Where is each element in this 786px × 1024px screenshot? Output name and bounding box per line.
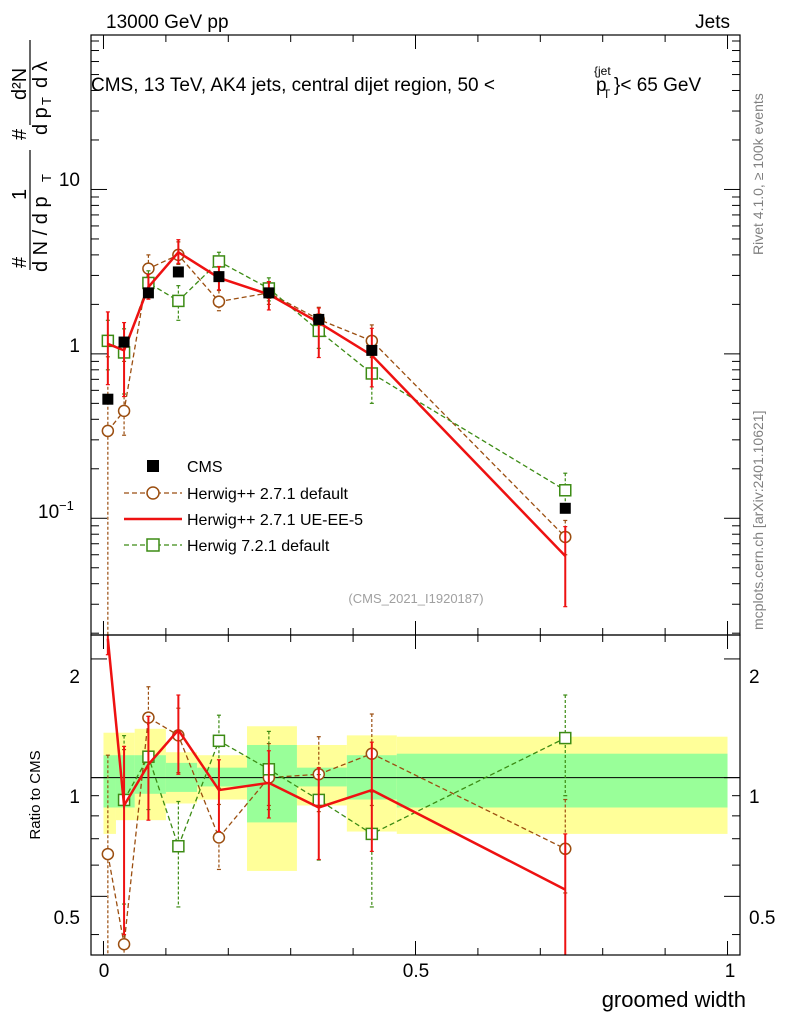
main-point-cms-5 [263,287,275,299]
ratio-band-inner-0 [103,755,116,808]
ratio-point-herwig7-3 [172,839,185,853]
legend-herwig7-label: Herwig 7.2.1 default [187,538,330,555]
rivet-label: Rivet 4.1.0, ≥ 100k events [750,93,766,255]
title-p: p [596,75,607,96]
title-p-sub: T [603,87,611,101]
header-left: 13000 GeV pp [106,12,229,33]
x-axis-label: groomed width [602,987,746,1012]
main-series [101,239,572,635]
main-point-herwig7-4 [212,255,226,268]
y-label-d2n: d²N [9,68,31,100]
header-right: Jets [695,12,730,33]
x-tick-1: 1 [725,961,736,982]
y-label-dpt: d p [30,107,52,135]
main-point-cms-2 [142,287,154,299]
main-point-cms-6 [313,313,325,325]
legend-cms-label: CMS [187,459,223,476]
legend-herwig-default-marker [146,486,160,500]
y-label-dlambda: d λ [30,61,52,88]
y-label-hash1: # [9,256,31,268]
ratio-bands [103,726,728,871]
main-point-cms-3 [172,266,184,278]
ratio-series-line-3 [123,737,566,849]
analysis-id: (CMS_2021_I1920187) [348,591,483,606]
legend-herwig-default-label: Herwig++ 2.7.1 default [187,486,349,503]
ratio-tick-2-left: 2 [69,667,80,688]
legend-ueee5-label: Herwig++ 2.7.1 UE-EE-5 [187,512,363,529]
ratio-tick-2-right: 2 [749,667,760,688]
main-point-herwig-default-0 [101,424,115,438]
main-point-cms-8 [559,502,571,514]
legend-herwig7-marker [146,538,160,552]
title-main: CMS, 13 TeV, AK4 jets, central dijet reg… [91,75,495,96]
ratio-tick-0.5-right: 0.5 [749,908,775,929]
y-tick-0.1-base: 10 [38,502,59,523]
ratio-tick-0.5-left: 0.5 [54,908,80,929]
axis-ticks [91,35,740,955]
ratio-point-herwig-default-1 [117,937,131,951]
ratio-band-inner-8 [396,753,728,808]
title-tail: }< 65 GeV [614,75,701,96]
y-label-one: 1 [9,189,31,200]
main-point-herwig7-3 [172,294,185,308]
x-tick-0.5: 0.5 [403,961,429,982]
ratio-tick-1-left: 1 [69,787,80,808]
title-p-sup: {jet [594,64,611,78]
legend: CMS Herwig++ 2.7.1 default Herwig++ 2.7.… [124,459,363,555]
main-point-herwig7-8 [559,484,572,497]
y-tick-1: 1 [69,336,80,357]
mcplots-label: mcplots.cern.ch [arXiv:2401.10621] [750,411,766,630]
main-point-cms-0 [102,393,114,405]
y-tick-0.1-exp: −1 [59,498,74,513]
ratio-band-inner-4 [197,767,248,787]
y-tick-10: 10 [59,170,80,191]
ratio-point-herwig-default-0 [101,847,115,861]
ratio-tick-1-right: 1 [749,787,760,808]
plot-title: CMS, 13 TeV, AK4 jets, central dijet reg… [91,64,701,101]
main-point-cms-1 [118,336,130,348]
y-label-hash2: # [9,128,31,140]
x-tick-0: 0 [99,961,110,982]
main-point-cms-4 [213,271,225,283]
y-label-t2: T [39,97,54,105]
ratio-point-herwig7-8 [559,731,572,745]
main-point-herwig-default-1 [117,404,131,418]
legend-cms-marker [147,460,159,472]
y-label-t1: T [39,174,54,182]
ratio-y-label: Ratio to CMS [27,750,44,839]
y-label-dndpt: d N / d p [30,196,52,272]
main-point-herwig-default-4 [212,295,226,308]
ratio-point-herwig-default-4 [212,831,226,844]
ratio-series [101,635,572,955]
main-point-cms-7 [366,344,378,356]
main-y-label: # 1 d N / d p T # d²N d p T d λ [9,40,54,272]
ratio-point-herwig7-4 [212,734,226,748]
